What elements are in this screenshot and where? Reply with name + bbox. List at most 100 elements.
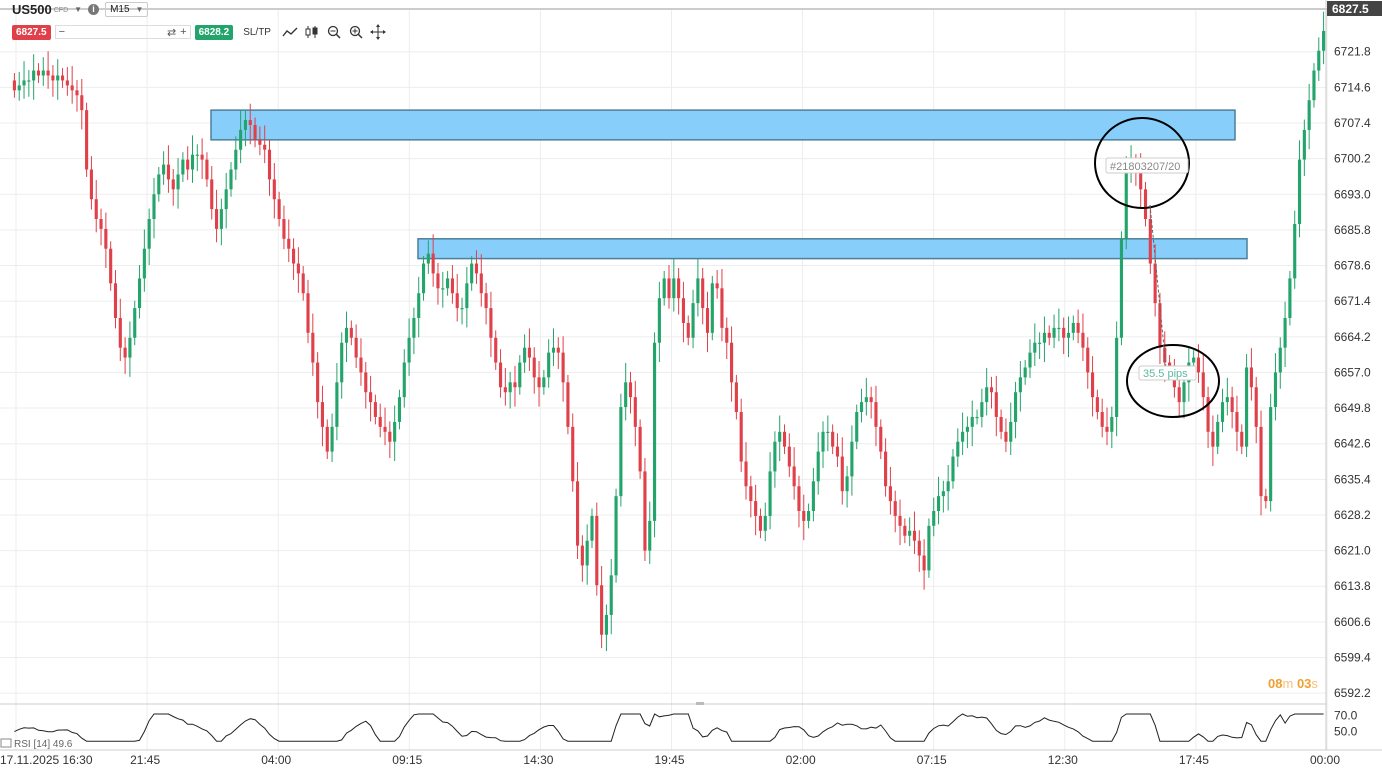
candle-body: [527, 347, 531, 358]
candle-body: [850, 441, 854, 477]
candle-body: [1206, 397, 1210, 432]
buy-button[interactable]: 6828.2: [194, 24, 234, 40]
candle-body: [551, 347, 556, 353]
candle-body: [1278, 347, 1282, 373]
candle-body: [556, 347, 560, 353]
quantity-stepper[interactable]: − ⇄ +: [54, 25, 191, 39]
candle-body: [470, 263, 474, 284]
candle-body: [600, 585, 604, 635]
countdown-minutes: 08: [1268, 676, 1283, 691]
resistance-zones[interactable]: [210, 109, 1248, 260]
price-tick-label: 6635.4: [1334, 472, 1371, 486]
candle-body: [152, 194, 156, 220]
time-axis[interactable]: 17.11.2025 16:30 21:45 04:00 09:15 14:30 19:4…: [0, 749, 1382, 767]
candle-body: [782, 431, 787, 447]
order-label-box: [1105, 157, 1189, 174]
candle-body: [561, 352, 565, 383]
candle-body: [484, 293, 488, 309]
candle-body: [431, 253, 435, 274]
candle-body: [1269, 407, 1273, 502]
crosshair-icon[interactable]: [369, 24, 387, 40]
candle-body: [763, 515, 767, 531]
candle-body: [999, 416, 1003, 432]
info-icon[interactable]: i: [88, 3, 100, 15]
candle-body: [1042, 332, 1046, 343]
candle-body: [1249, 367, 1253, 388]
candle-body: [162, 164, 166, 175]
quantity-minus-button[interactable]: −: [58, 26, 66, 38]
sltp-button[interactable]: SL/TP: [243, 26, 271, 38]
zoom-out-icon[interactable]: [325, 24, 343, 40]
candle-body: [426, 253, 430, 264]
current-price-tag: [1327, 1, 1382, 16]
candle-body: [344, 327, 349, 343]
candle-body: [137, 278, 142, 309]
candle-body: [229, 169, 233, 190]
candle-body: [200, 154, 204, 160]
candles-icon[interactable]: [303, 24, 321, 40]
candle-body: [1230, 397, 1234, 413]
candle-body: [402, 362, 406, 398]
candle-body: [393, 421, 397, 442]
candle-body: [383, 426, 387, 432]
candle-body: [686, 322, 690, 338]
symbol-name[interactable]: US500: [12, 1, 52, 17]
candle-body: [27, 80, 31, 82]
candle-body: [859, 402, 864, 413]
candle-body: [354, 337, 358, 358]
candle-body: [421, 263, 426, 294]
indicator-menu-icon: [0, 738, 12, 748]
candle-body: [388, 431, 392, 442]
candle-body: [1293, 223, 1297, 279]
time-tick-label: 02:00: [786, 753, 816, 767]
candle-body: [994, 392, 998, 417]
price-tick-label: 6685.8: [1334, 223, 1371, 237]
candle-body: [1057, 327, 1061, 330]
candle-body: [951, 456, 955, 482]
candle-body: [831, 431, 835, 447]
candle-body: [855, 412, 859, 442]
candle-body: [1062, 327, 1066, 338]
candle-body: [176, 174, 180, 190]
candle-body: [652, 342, 657, 521]
resistance-zone: [210, 109, 1236, 141]
candle-body: [518, 362, 522, 388]
candle-body: [364, 372, 368, 393]
sell-button[interactable]: 6827.5: [12, 24, 51, 40]
annotation-circle: [1126, 344, 1220, 418]
candle-body: [455, 293, 459, 309]
candle-body: [412, 317, 416, 338]
candle-body: [171, 179, 175, 190]
candle-body: [1086, 347, 1090, 373]
timeframe-select[interactable]: M15 ▼: [105, 1, 149, 17]
candle-body: [903, 525, 907, 536]
candle-body: [373, 402, 377, 417]
countdown-seconds-unit: s: [1311, 676, 1318, 691]
time-tick-label: 00:00: [1310, 753, 1340, 767]
candle-body: [181, 159, 185, 175]
quantity-input[interactable]: [69, 25, 163, 39]
price-axis[interactable]: 6721.8 6714.6 6707.4 6700.2 6693.0 6685.8 6678…: [0, 0, 1382, 750]
candle-body: [94, 199, 98, 220]
candle-body: [768, 471, 772, 516]
candle-body: [1105, 426, 1109, 432]
candle-body: [662, 278, 666, 299]
candle-body: [277, 199, 281, 220]
candle-body: [869, 397, 873, 403]
current-price-label: 6827.5: [1332, 2, 1369, 16]
candle-body: [595, 515, 599, 586]
quantity-plus-button[interactable]: +: [180, 26, 187, 38]
candle-body: [1081, 332, 1085, 348]
symbol-dropdown-icon[interactable]: ▼: [74, 4, 83, 14]
candle-body: [807, 510, 811, 521]
swap-icon[interactable]: ⇄: [166, 26, 177, 39]
trade-overlay: #21803207/20 35.5 pips: [1094, 117, 1220, 418]
candle-body: [263, 144, 267, 150]
candle-body: [1038, 342, 1042, 344]
candle-body: [922, 555, 926, 571]
candle-body: [696, 278, 700, 304]
line-chart-icon[interactable]: [281, 24, 299, 40]
zoom-in-icon[interactable]: [347, 24, 365, 40]
candle-body: [446, 278, 450, 289]
